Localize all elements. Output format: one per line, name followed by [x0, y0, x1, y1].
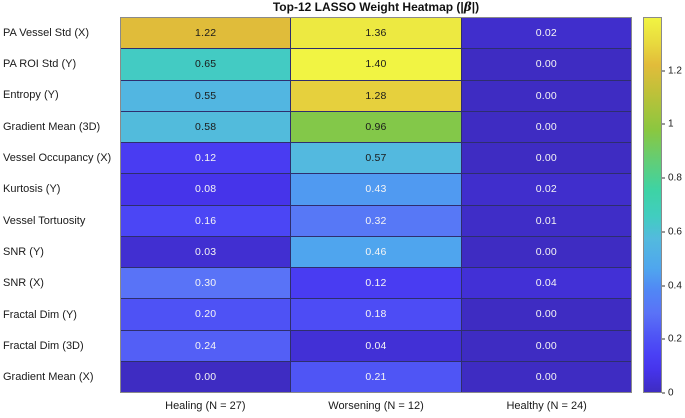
row-label: Entropy (Y) [3, 89, 59, 102]
heatmap-cell: 0.55 [121, 80, 291, 111]
heatmap-cell: 0.30 [121, 268, 291, 299]
colorbar-tick-label: 0 [668, 387, 674, 399]
heatmap-cell: 0.43 [291, 174, 461, 205]
row-label: SNR (X) [3, 277, 44, 290]
heatmap-cell: 0.24 [121, 330, 291, 361]
row-label: Gradient Mean (3D) [3, 120, 101, 133]
heatmap-cell: 0.96 [291, 111, 461, 142]
heatmap-cell: 1.36 [291, 18, 461, 49]
heatmap-cell: 0.65 [121, 49, 291, 80]
heatmap-cell: 0.18 [291, 299, 461, 330]
row-label: PA Vessel Std (X) [3, 26, 90, 39]
row-label: SNR (Y) [3, 246, 44, 258]
row-label: Fractal Dim (Y) [3, 308, 77, 321]
heatmap-cell: 0.00 [461, 80, 631, 111]
column-label: Worsening (N = 12) [328, 400, 424, 412]
colorbar-tick-mark [662, 338, 665, 340]
heatmap-cell: 0.00 [461, 49, 631, 80]
beta-symbol: β [463, 0, 472, 14]
heatmap-cell: 0.00 [121, 361, 291, 392]
heatmap-cell: 0.46 [291, 236, 461, 267]
heatmap-cell: 0.00 [461, 299, 631, 330]
row-label: Fractal Dim (3D) [3, 340, 84, 352]
colorbar-tick-mark [662, 392, 665, 394]
heatmap-cell: 0.03 [121, 236, 291, 267]
colorbar-gradient [644, 18, 661, 392]
heatmap-grid: 1.22 1.36 0.02 0.65 1.40 0.00 0.55 1.28 0.00 0.58… [120, 17, 632, 393]
x-axis-labels: Healing (N = 27) Worsening (N = 12) Health… [120, 399, 632, 415]
heatmap-cell: 0.32 [291, 205, 461, 236]
colorbar-tick-mark [662, 177, 665, 179]
heatmap-cell: 0.02 [461, 174, 631, 205]
heatmap-cell: 0.57 [291, 143, 461, 174]
row-label: Vessel Occupancy (X) [3, 152, 112, 164]
colorbar-tick-mark [662, 285, 665, 287]
heatmap-cell: 1.28 [291, 80, 461, 111]
colorbar-tick-label: 1.2 [668, 65, 682, 77]
heatmap-cell: 0.12 [121, 143, 291, 174]
title-close: |) [471, 0, 480, 14]
heatmap-cell: 0.20 [121, 299, 291, 330]
colorbar-tick-area: 0 0.2 0.4 0.6 0.8 1 1.2 [662, 17, 685, 399]
row-label: PA ROI Std (Y) [3, 58, 77, 70]
heatmap-cell: 0.21 [291, 361, 461, 392]
heatmap-cell: 0.00 [461, 330, 631, 361]
heatmap-cell: 0.04 [291, 330, 461, 361]
colorbar-tick-label: 0.2 [668, 333, 682, 345]
heatmap-cell: 1.22 [121, 18, 291, 49]
heatmap-cell: 0.00 [461, 111, 631, 142]
chart-title: Top-12 LASSO Weight Heatmap (|β|) [120, 0, 632, 16]
colorbar-tick-label: 0.6 [668, 226, 682, 238]
heatmap-cell: 0.02 [461, 18, 631, 49]
heatmap-cell: 0.58 [121, 111, 291, 142]
heatmap-cell: 0.12 [291, 268, 461, 299]
colorbar [643, 17, 662, 393]
colorbar-tick-label: 0.8 [668, 172, 682, 184]
heatmap-cell: 0.00 [461, 236, 631, 267]
heatmap-cell: 0.00 [461, 361, 631, 392]
heatmap-cell: 0.01 [461, 205, 631, 236]
y-axis-labels: PA Vessel Std (X) PA ROI Std (Y) Entropy (… [0, 17, 117, 393]
column-label: Healing (N = 27) [165, 400, 246, 412]
row-label: Kurtosis (Y) [3, 183, 61, 196]
heatmap-cell: 0.00 [461, 143, 631, 174]
heatmap-cell: 0.16 [121, 205, 291, 236]
title-text: Top-12 LASSO Weight Heatmap (| [272, 0, 464, 14]
column-label: Healthy (N = 24) [506, 400, 587, 412]
colorbar-tick-mark [662, 231, 665, 233]
colorbar-tick-mark [662, 70, 665, 72]
heatmap-cell: 0.08 [121, 174, 291, 205]
colorbar-tick-label: 1 [668, 118, 674, 130]
row-label: Vessel Tortuosity [3, 214, 86, 227]
row-label: Gradient Mean (X) [3, 371, 94, 384]
colorbar-tick-mark [662, 123, 665, 125]
colorbar-tick-label: 0.4 [668, 280, 682, 292]
heatmap-cell: 0.04 [461, 268, 631, 299]
heatmap-cell: 1.40 [291, 49, 461, 80]
